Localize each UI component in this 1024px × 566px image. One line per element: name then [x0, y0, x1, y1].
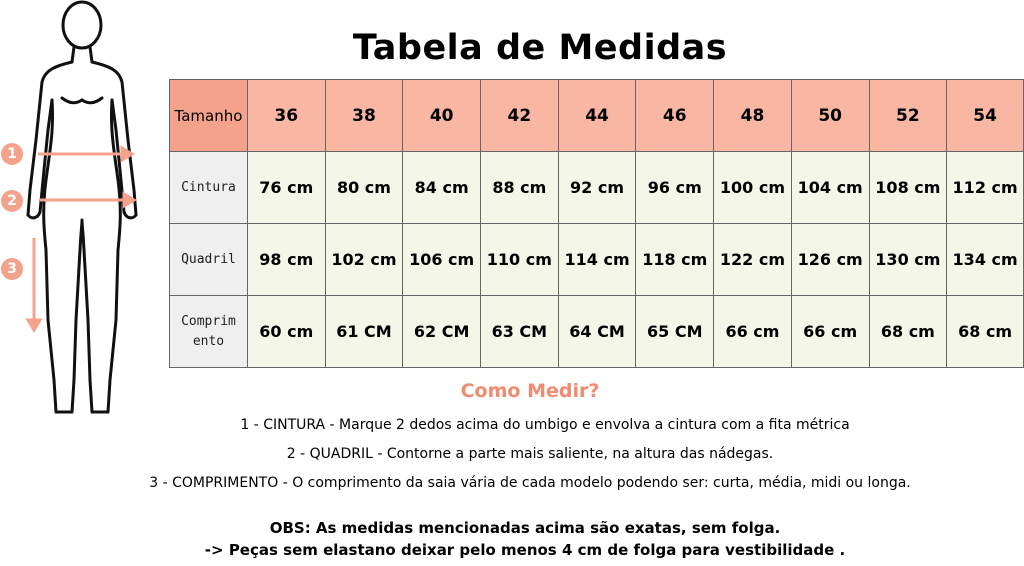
- size-header-cell: 54: [946, 79, 1024, 152]
- table-cell: 66 cm: [713, 295, 792, 368]
- table-cell: 60 cm: [246, 295, 326, 368]
- size-header-cell: 46: [635, 79, 715, 152]
- how-to-measure-title: Como Medir?: [460, 380, 600, 402]
- size-header-cell: 38: [324, 79, 404, 152]
- row-label-cintura: Cintura: [169, 151, 248, 224]
- row-label-line: Comprim: [181, 313, 236, 329]
- table-cell: 92 cm: [557, 151, 637, 224]
- table-cell: 80 cm: [324, 151, 404, 224]
- table-cell: 114 cm: [557, 223, 637, 296]
- table-cell: 62 CM: [402, 295, 481, 368]
- size-header-cell: 42: [480, 79, 559, 152]
- size-header-cell: 52: [868, 79, 948, 152]
- instruction-hip: 2 - QUADRIL - Contorne a parte mais sali…: [286, 446, 774, 462]
- table-cell: 112 cm: [946, 151, 1024, 224]
- size-header-cell: 36: [246, 79, 326, 152]
- instruction-waist: 1 - CINTURA - Marque 2 dedos acima do um…: [240, 417, 850, 433]
- size-header-cell: 48: [713, 79, 792, 152]
- table-cell: 106 cm: [402, 223, 481, 296]
- table-cell: 122 cm: [713, 223, 792, 296]
- table-cell: 134 cm: [946, 223, 1024, 296]
- table-cell: 76 cm: [246, 151, 326, 224]
- table-cell: 68 cm: [868, 295, 948, 368]
- table-cell: 118 cm: [635, 223, 715, 296]
- table-cell: 96 cm: [635, 151, 715, 224]
- table-cell: 64 CM: [557, 295, 637, 368]
- table-cell: 100 cm: [713, 151, 792, 224]
- size-header-label: Tamanho: [169, 79, 248, 152]
- row-label-quadril: Quadril: [169, 223, 248, 296]
- table-cell: 66 cm: [790, 295, 870, 368]
- table-cell: 104 cm: [790, 151, 870, 224]
- obs-fit-note: -> Peças sem elastano deixar pelo menos …: [204, 541, 846, 559]
- table-cell: 63 CM: [480, 295, 559, 368]
- table-cell: 88 cm: [480, 151, 559, 224]
- size-header-cell: 44: [557, 79, 637, 152]
- table-cell: 98 cm: [246, 223, 326, 296]
- page-title: Tabela de Medidas: [352, 28, 728, 68]
- row-label-comprimento: Comprim ento: [169, 295, 248, 368]
- body-outline-icon: [25, 0, 138, 414]
- hip-row: Quadril 98 cm 102 cm 106 cm 110 cm 114 c…: [169, 223, 1024, 296]
- size-header-row: Tamanho 36 38 40 42 44 46 48 50 52 54: [169, 79, 1024, 152]
- table-cell: 130 cm: [868, 223, 948, 296]
- size-chart-table: Tamanho 36 38 40 42 44 46 48 50 52 54 Ci…: [169, 79, 1024, 368]
- table-cell: 108 cm: [868, 151, 948, 224]
- table-cell: 68 cm: [946, 295, 1024, 368]
- length-marker-3: 3: [1, 258, 23, 280]
- table-cell: 110 cm: [480, 223, 559, 296]
- size-header-cell: 40: [402, 79, 481, 152]
- length-row: Comprim ento 60 cm 61 CM 62 CM 63 CM 64 …: [169, 295, 1024, 368]
- hip-marker-2: 2: [1, 190, 23, 212]
- instruction-length: 3 - COMPRIMENTO - O comprimento da saia …: [149, 475, 911, 491]
- size-header-cell: 50: [790, 79, 870, 152]
- table-cell: 84 cm: [402, 151, 481, 224]
- body-figure-illustration: 1 2 3: [0, 0, 150, 420]
- obs-note: OBS: As medidas mencionadas acima são ex…: [269, 519, 781, 537]
- waist-marker-1: 1: [1, 143, 23, 165]
- table-cell: 126 cm: [790, 223, 870, 296]
- table-cell: 61 CM: [324, 295, 404, 368]
- table-cell: 102 cm: [324, 223, 404, 296]
- table-cell: 65 CM: [635, 295, 715, 368]
- waist-row: Cintura 76 cm 80 cm 84 cm 88 cm 92 cm 96…: [169, 151, 1024, 224]
- row-label-line: ento: [192, 333, 225, 349]
